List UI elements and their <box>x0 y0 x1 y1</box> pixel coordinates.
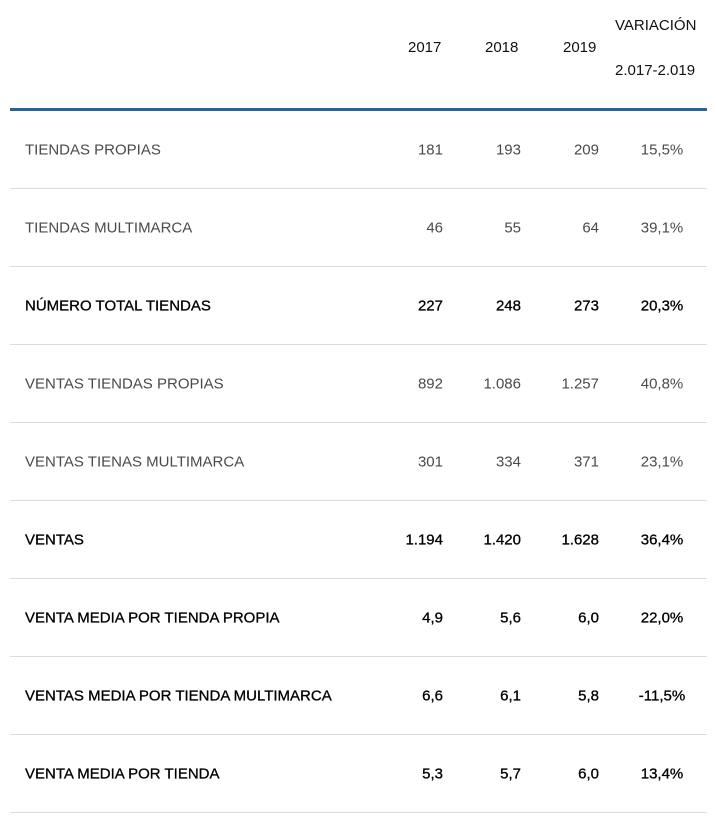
table-row: TIENDAS MULTIMARCA 46 55 64 39,1% <box>10 189 707 267</box>
row-label: VENTAS <box>25 531 84 548</box>
cell-2018: 55 <box>504 219 521 236</box>
cell-2017: 301 <box>417 453 443 470</box>
cell-2019: 209 <box>573 141 599 158</box>
row-label: NÚMERO TOTAL TIENDAS <box>25 297 211 314</box>
table-row: VENTA MEDIA POR TIENDA 5,3 5,7 6,0 13,4% <box>10 735 707 813</box>
cell-variation: 20,3% <box>640 297 684 314</box>
row-label: VENTA MEDIA POR TIENDA PROPIA <box>25 609 280 626</box>
table-row: VENTAS 1.194 1.420 1.628 36,4% <box>10 501 707 579</box>
row-label: VENTA MEDIA POR TIENDA <box>25 765 220 782</box>
table-header: 2017 2018 2019 VARIACIÓN 2.017-2.019 <box>10 0 707 111</box>
cell-2017: 5,3 <box>422 765 443 782</box>
cell-2019: 371 <box>573 453 599 470</box>
cell-variation: 15,5% <box>640 141 684 158</box>
column-header-2019: 2019 <box>563 39 597 56</box>
stores-sales-table: 2017 2018 2019 VARIACIÓN 2.017-2.019 TIE… <box>10 0 707 813</box>
cell-2017: 227 <box>417 297 443 314</box>
cell-2019: 6,0 <box>578 765 599 782</box>
cell-variation: 22,0% <box>640 609 684 626</box>
table-body: TIENDAS PROPIAS 181 193 209 15,5% TIENDAS MUL… <box>10 111 707 813</box>
table-row: VENTAS MEDIA POR TIENDA MULTIMARCA 6,6 6,1… <box>10 657 707 735</box>
column-header-variation-title: VARIACIÓN <box>615 17 697 34</box>
cell-2018: 1.086 <box>483 375 521 392</box>
table-row: VENTA MEDIA POR TIENDA PROPIA 4,9 5,6 6,0 22… <box>10 579 707 657</box>
cell-2018: 5,7 <box>500 765 521 782</box>
cell-2019: 64 <box>582 219 599 236</box>
cell-2018: 5,6 <box>500 609 521 626</box>
cell-2017: 4,9 <box>422 609 443 626</box>
cell-2017: 1.194 <box>405 531 443 548</box>
table-row: VENTAS TIENDAS PROPIAS 892 1.086 1.257 40,8% <box>10 345 707 423</box>
column-header-2017: 2017 <box>408 39 442 56</box>
row-label: VENTAS MEDIA POR TIENDA MULTIMARCA <box>25 687 332 704</box>
cell-2018: 193 <box>495 141 521 158</box>
cell-2019: 273 <box>573 297 599 314</box>
row-label: TIENDAS MULTIMARCA <box>25 219 193 236</box>
table-row: NÚMERO TOTAL TIENDAS 227 248 273 20,3% <box>10 267 707 345</box>
column-header-variation-range: 2.017-2.019 <box>615 62 696 79</box>
column-header-2018: 2018 <box>485 39 519 56</box>
table-row: TIENDAS PROPIAS 181 193 209 15,5% <box>10 111 707 189</box>
cell-2018: 334 <box>495 453 521 470</box>
row-label: VENTAS TIENDAS PROPIAS <box>25 375 224 392</box>
row-label: TIENDAS PROPIAS <box>25 141 161 158</box>
cell-variation: 40,8% <box>640 375 684 392</box>
cell-variation: 36,4% <box>640 531 684 548</box>
cell-2017: 6,6 <box>422 687 443 704</box>
cell-variation: 23,1% <box>640 453 684 470</box>
cell-2019: 1.628 <box>561 531 599 548</box>
cell-variation: -11,5% <box>638 687 686 704</box>
table-row: VENTAS TIENAS MULTIMARCA 301 334 371 23,1% <box>10 423 707 501</box>
cell-variation: 39,1% <box>640 219 684 236</box>
cell-2019: 5,8 <box>578 687 599 704</box>
cell-2018: 248 <box>495 297 521 314</box>
cell-2019: 1.257 <box>561 375 599 392</box>
row-label: VENTAS TIENAS MULTIMARCA <box>25 453 245 470</box>
cell-2017: 892 <box>417 375 443 392</box>
cell-2018: 6,1 <box>500 687 521 704</box>
cell-2017: 46 <box>426 219 443 236</box>
cell-variation: 13,4% <box>640 765 684 782</box>
cell-2019: 6,0 <box>578 609 599 626</box>
cell-2017: 181 <box>417 141 443 158</box>
cell-2018: 1.420 <box>483 531 521 548</box>
